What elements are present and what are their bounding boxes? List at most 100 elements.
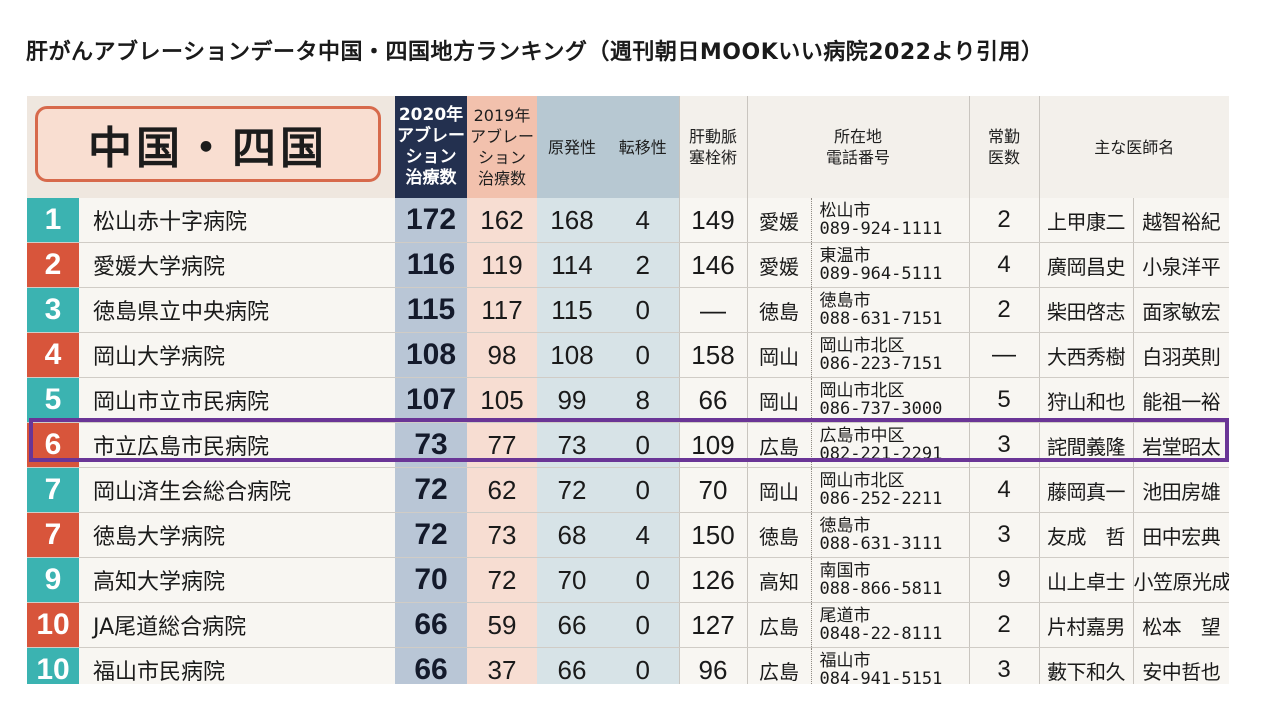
city: 徳島市 bbox=[819, 291, 871, 311]
count-hepatic-embolization: 150 bbox=[678, 512, 747, 558]
header-line: 2019年 bbox=[473, 106, 531, 125]
hospital-name: 徳島県立中央病院 bbox=[79, 287, 395, 333]
rank-number: 7 bbox=[27, 467, 79, 513]
phone-number: 086-223-7151 bbox=[819, 354, 943, 374]
prefecture: 広島 bbox=[746, 422, 811, 468]
count-metastatic: 0 bbox=[607, 557, 679, 603]
count-primary: 70 bbox=[537, 557, 607, 603]
header-line: 治療数 bbox=[477, 169, 526, 188]
count-primary: 115 bbox=[537, 287, 607, 333]
count-hepatic-embolization: 126 bbox=[678, 557, 747, 603]
rank-number: 7 bbox=[27, 512, 79, 558]
phone-number: 088-631-7151 bbox=[819, 309, 943, 329]
header-line: アブレー bbox=[397, 126, 465, 146]
physician-name-2: 池田房雄 bbox=[1132, 467, 1229, 513]
header-address-phone: 所在地 電話番号 bbox=[746, 96, 970, 198]
count-primary: 66 bbox=[537, 647, 607, 684]
count-2020: 73 bbox=[395, 422, 467, 468]
count-metastatic: 4 bbox=[607, 198, 679, 243]
table-row: 7 徳島大学病院 72 73 68 4 150 徳島 徳島市 088-631-3111 3 友成 哲田… bbox=[27, 512, 1229, 558]
physician-name-1: 詫間義隆 bbox=[1038, 422, 1134, 468]
prefecture: 愛媛 bbox=[746, 242, 811, 288]
physician-name-2: 小笠原光成 bbox=[1132, 557, 1229, 603]
physician-name-2: 能祖一裕 bbox=[1132, 377, 1229, 423]
header-2019-count: 2019年 アブレー ション 治療数 bbox=[467, 96, 537, 198]
count-metastatic: 4 bbox=[607, 512, 679, 558]
address-phone: 松山市 089-924-1111 bbox=[810, 198, 970, 243]
page-title: 肝がんアブレーションデータ中国・四国地方ランキング（週刊朝日MOOKいい病院20… bbox=[26, 40, 1044, 65]
rank-number: 4 bbox=[27, 332, 79, 378]
table-row: 4 岡山大学病院 108 98 108 0 158 岡山 岡山市北区 086-223-7151— 大… bbox=[27, 332, 1229, 378]
hospital-name: 松山赤十字病院 bbox=[79, 198, 395, 243]
physician-name-2: 松本 望 bbox=[1132, 602, 1229, 648]
prefecture: 岡山 bbox=[746, 332, 811, 378]
count-2020: 66 bbox=[395, 647, 467, 684]
header-line: 肝動脈 bbox=[688, 127, 737, 146]
physician-name-1: 友成 哲 bbox=[1038, 512, 1134, 558]
phone-number: 084-941-5151 bbox=[819, 669, 943, 684]
count-hepatic-embolization: 96 bbox=[678, 647, 747, 684]
count-primary: 66 bbox=[537, 602, 607, 648]
count-2019: 72 bbox=[467, 557, 537, 603]
physician-name-1: 藪下和久 bbox=[1038, 647, 1134, 684]
table-row: 7 岡山済生会総合病院 72 62 72 0 70 岡山 岡山市北区 086-252-2211 4 藤… bbox=[27, 467, 1229, 513]
city: 岡山市北区 bbox=[819, 471, 905, 491]
count-2019: 59 bbox=[467, 602, 537, 648]
header-line: ション bbox=[405, 147, 457, 167]
physician-name-2: 白羽英則 bbox=[1132, 332, 1229, 378]
header-primary: 原発性 bbox=[537, 96, 607, 198]
count-2020: 72 bbox=[395, 467, 467, 513]
table-row: 5 岡山市立市民病院 107 105 99 8 66 岡山 岡山市北区 086-737-3000 5… bbox=[27, 377, 1229, 423]
header-line: 塞栓術 bbox=[688, 148, 737, 167]
count-2019: 105 bbox=[467, 377, 537, 423]
count-2019: 119 bbox=[467, 242, 537, 288]
header-line: 医数 bbox=[988, 148, 1021, 167]
address-phone: 福山市 084-941-5151 bbox=[810, 647, 970, 684]
prefecture: 高知 bbox=[746, 557, 811, 603]
prefecture: 徳島 bbox=[746, 512, 811, 558]
rank-number: 1 bbox=[27, 198, 79, 243]
count-metastatic: 2 bbox=[607, 242, 679, 288]
rank-number: 6 bbox=[27, 422, 79, 468]
header-line: 常勤 bbox=[988, 127, 1021, 146]
table-row: 9 高知大学病院 70 72 70 0 126 高知 南国市 088-866-5811 9 山上卓士小… bbox=[27, 557, 1229, 603]
phone-number: 086-252-2211 bbox=[819, 489, 943, 509]
count-2019: 117 bbox=[467, 287, 537, 333]
doctor-count: 3 bbox=[968, 422, 1040, 468]
ranking-table-image: 中国・四国 2020年 アブレー ション 治療数 2019年 アブレー ション … bbox=[27, 96, 1229, 684]
count-metastatic: 0 bbox=[607, 647, 679, 684]
doctor-count: — bbox=[968, 332, 1040, 378]
hospital-name: JA尾道総合病院 bbox=[79, 602, 395, 648]
header-line: 治療数 bbox=[405, 168, 457, 188]
phone-number: 088-631-3111 bbox=[819, 534, 943, 554]
address-phone: 岡山市北区 086-737-3000 bbox=[810, 377, 970, 423]
doctor-count: 9 bbox=[968, 557, 1040, 603]
count-hepatic-embolization: 149 bbox=[678, 198, 747, 243]
count-2020: 107 bbox=[395, 377, 467, 423]
count-metastatic: 0 bbox=[607, 602, 679, 648]
physician-name-2: 面家敏宏 bbox=[1132, 287, 1229, 333]
table-row: 10 福山市民病院 66 37 66 0 96 広島 福山市 084-941-5151 3 藪下和久安… bbox=[27, 647, 1229, 684]
header-physicians: 主な医師名 bbox=[1038, 96, 1229, 198]
physician-name-2: 小泉洋平 bbox=[1132, 242, 1229, 288]
count-primary: 72 bbox=[537, 467, 607, 513]
header-line: 所在地 bbox=[834, 127, 883, 146]
count-primary: 108 bbox=[537, 332, 607, 378]
count-2020: 116 bbox=[395, 242, 467, 288]
city: 南国市 bbox=[819, 561, 871, 581]
doctor-count: 2 bbox=[968, 287, 1040, 333]
city: 広島市中区 bbox=[819, 426, 905, 446]
hospital-name: 岡山市立市民病院 bbox=[79, 377, 395, 423]
region-label: 中国・四国 bbox=[35, 106, 381, 182]
physician-name-1: 狩山和也 bbox=[1038, 377, 1134, 423]
doctor-count: 4 bbox=[968, 242, 1040, 288]
prefecture: 徳島 bbox=[746, 287, 811, 333]
count-2019: 162 bbox=[467, 198, 537, 243]
count-2020: 108 bbox=[395, 332, 467, 378]
physician-name-2: 越智裕紀 bbox=[1132, 198, 1229, 243]
count-primary: 73 bbox=[537, 422, 607, 468]
prefecture: 広島 bbox=[746, 647, 811, 684]
doctor-count: 2 bbox=[968, 198, 1040, 243]
table-header: 中国・四国 2020年 アブレー ション 治療数 2019年 アブレー ション … bbox=[27, 96, 1229, 198]
header-line: 2020年 bbox=[398, 105, 464, 125]
